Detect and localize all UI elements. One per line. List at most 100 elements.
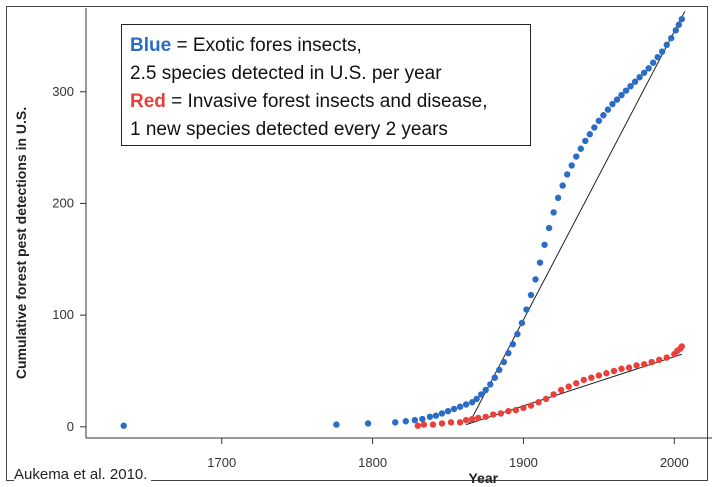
blue-data-point xyxy=(120,422,127,429)
blue-data-point xyxy=(675,21,683,28)
blue-data-point xyxy=(518,319,526,327)
blue-data-point xyxy=(586,131,594,138)
blue-data-point xyxy=(559,182,566,189)
red-data-point xyxy=(625,364,633,371)
figure-frame xyxy=(6,6,708,481)
legend-key-blue: Blue xyxy=(130,35,172,56)
legend-line-red-rate: 1 new species detected every 2 years xyxy=(130,119,448,140)
red-data-point xyxy=(648,358,655,366)
blue-data-point xyxy=(438,410,446,417)
blue-data-point xyxy=(411,416,419,424)
blue-data-point xyxy=(491,374,498,381)
x-tick-label: 1900 xyxy=(509,455,538,470)
red-data-point xyxy=(595,372,603,379)
y-tick-label: 100 xyxy=(52,307,74,322)
red-data-point xyxy=(527,402,535,409)
red-data-point xyxy=(565,383,572,390)
red-data-point xyxy=(573,380,580,387)
blue-data-point xyxy=(645,65,652,72)
red-data-point xyxy=(468,415,476,423)
blue-data-point xyxy=(509,340,517,348)
blue-data-point xyxy=(678,15,686,23)
blue-data-point xyxy=(523,306,530,313)
red-data-point xyxy=(618,365,625,372)
red-data-point xyxy=(505,407,512,415)
red-data-point xyxy=(610,367,618,375)
legend-key-red: Red xyxy=(130,91,166,112)
red-data-point xyxy=(588,374,595,381)
y-tick-label: 0 xyxy=(67,419,74,434)
blue-data-point xyxy=(364,420,372,427)
blue-data-point xyxy=(668,34,675,42)
red-data-point xyxy=(663,354,670,361)
blue-data-point xyxy=(550,209,557,216)
red-data-point xyxy=(580,376,587,384)
blue-data-point xyxy=(577,145,584,152)
blue-data-point xyxy=(613,96,621,103)
blue-data-point xyxy=(568,162,575,169)
blue-data-point xyxy=(563,171,571,178)
x-tick-label: 2000 xyxy=(660,455,689,470)
blue-data-point xyxy=(631,78,639,85)
blue-data-point xyxy=(627,82,634,90)
blue-data-point xyxy=(636,74,643,81)
legend-line-blue: Blue = Exotic fores insects, xyxy=(130,32,530,60)
blue-data-point xyxy=(444,407,452,415)
legend-box: Blue = Exotic fores insects, 2.5 species… xyxy=(121,24,531,146)
blue-data-point xyxy=(402,418,409,425)
red-data-point xyxy=(456,419,464,426)
y-tick-label: 300 xyxy=(52,84,74,99)
legend-text-red: = Invasive forest insects and disease, xyxy=(165,91,488,112)
blue-data-point xyxy=(426,413,434,420)
red-data-point xyxy=(414,422,422,429)
y-tick-group: 0 100 200 300 xyxy=(52,84,86,434)
blue-data-point xyxy=(573,153,580,160)
blue-data-point xyxy=(478,391,485,398)
blue-data-point xyxy=(468,399,476,406)
blue-data-point xyxy=(456,403,464,410)
red-data-point xyxy=(474,414,482,422)
blue-data-point xyxy=(450,405,458,413)
blue-data-point xyxy=(500,358,508,366)
blue-data-point xyxy=(654,53,661,61)
blue-data-point xyxy=(473,395,480,403)
legend-line-blue-rate: 2.5 species detected in U.S. per year xyxy=(130,63,442,84)
red-data-point xyxy=(438,420,446,427)
blue-data-point xyxy=(609,100,616,108)
red-data-point xyxy=(656,356,663,364)
red-data-point xyxy=(520,404,527,412)
x-tick-group: 1700 1800 1900 2000 xyxy=(207,438,689,470)
red-data-point xyxy=(535,399,542,406)
data-point-group xyxy=(120,15,686,429)
blue-data-point xyxy=(663,41,670,49)
blue-data-point xyxy=(496,366,503,374)
blue-data-point xyxy=(432,412,440,419)
blue-data-point xyxy=(462,401,470,408)
blue-data-point xyxy=(591,124,598,131)
blue-data-point xyxy=(545,224,553,232)
red-data-point xyxy=(678,343,686,350)
blue-data-point xyxy=(527,291,535,299)
x-axis-title: Year xyxy=(468,470,498,486)
red-data-point xyxy=(542,395,550,403)
blue-trend-line xyxy=(468,11,686,424)
blue-data-point xyxy=(600,112,607,119)
red-data-point xyxy=(447,419,455,426)
blue-data-point xyxy=(419,415,426,423)
source-citation: Aukema et al. 2010. xyxy=(14,466,152,483)
blue-data-point xyxy=(536,259,544,266)
blue-data-point xyxy=(622,87,630,94)
blue-data-point xyxy=(649,59,657,66)
red-data-point xyxy=(640,361,648,368)
blue-data-point xyxy=(541,241,548,248)
red-data-point xyxy=(603,370,610,377)
red-data-point xyxy=(550,391,557,398)
legend-text-blue: = Exotic fores insects, xyxy=(171,35,362,56)
blue-data-point xyxy=(659,48,666,55)
blue-data-point xyxy=(640,69,648,76)
red-data-point xyxy=(497,410,505,417)
blue-data-point xyxy=(333,421,340,428)
blue-data-point xyxy=(514,330,521,338)
y-axis-title: Cumulative forest pest detections in U.S… xyxy=(13,107,29,379)
